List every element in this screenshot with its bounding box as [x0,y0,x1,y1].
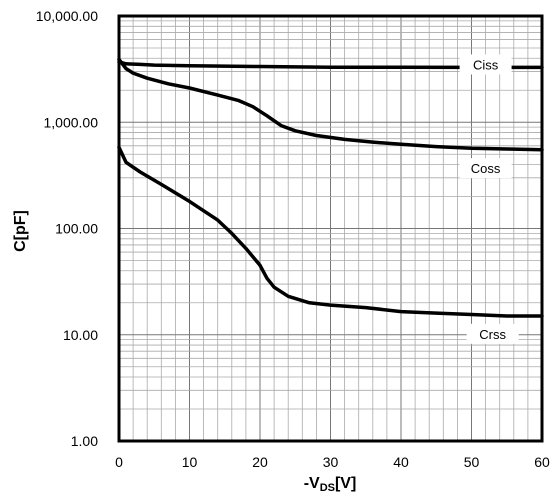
series-label-bg [466,323,519,344]
series-line-crss [117,145,544,318]
series-line-ciss [117,60,544,70]
x-tick-label: 40 [393,454,409,470]
series-labels: Ciss Coss Crss [459,54,519,344]
x-axis-label: -VDS[V] [304,475,357,494]
tick-labels: 0 10 20 30 40 50 60 1.00 10.00 100.00 1,000.00 10,0… [36,8,550,470]
x-tick-label: 0 [115,454,123,470]
x-tick-label: 60 [534,454,550,470]
grid [118,16,543,442]
x-axis-label-unit: [V] [335,475,356,492]
x-tick-label: 20 [252,454,268,470]
series-label-ciss: Ciss [473,57,499,72]
x-axis-label-sub: DS [320,482,335,494]
series-layer [117,57,544,318]
y-tick-label: 10,000.00 [36,8,98,24]
y-tick-label: 1,000.00 [44,114,99,130]
series-line-coss [117,57,544,152]
series-label-bg [459,158,512,179]
x-tick-label: 50 [464,454,480,470]
series-label-bg [459,54,512,75]
x-axis-label-main: -V [304,475,320,492]
series-label-coss: Coss [471,161,501,176]
y-tick-label: 100.00 [55,221,98,237]
y-tick-label: 10.00 [63,327,98,343]
x-tick-label: 30 [323,454,339,470]
x-tick-label: 10 [182,454,198,470]
y-axis-label: C[pF] [12,210,29,252]
series-label-crss: Crss [479,327,506,342]
plot-frame [117,14,544,443]
y-tick-label: 1.00 [71,433,98,449]
